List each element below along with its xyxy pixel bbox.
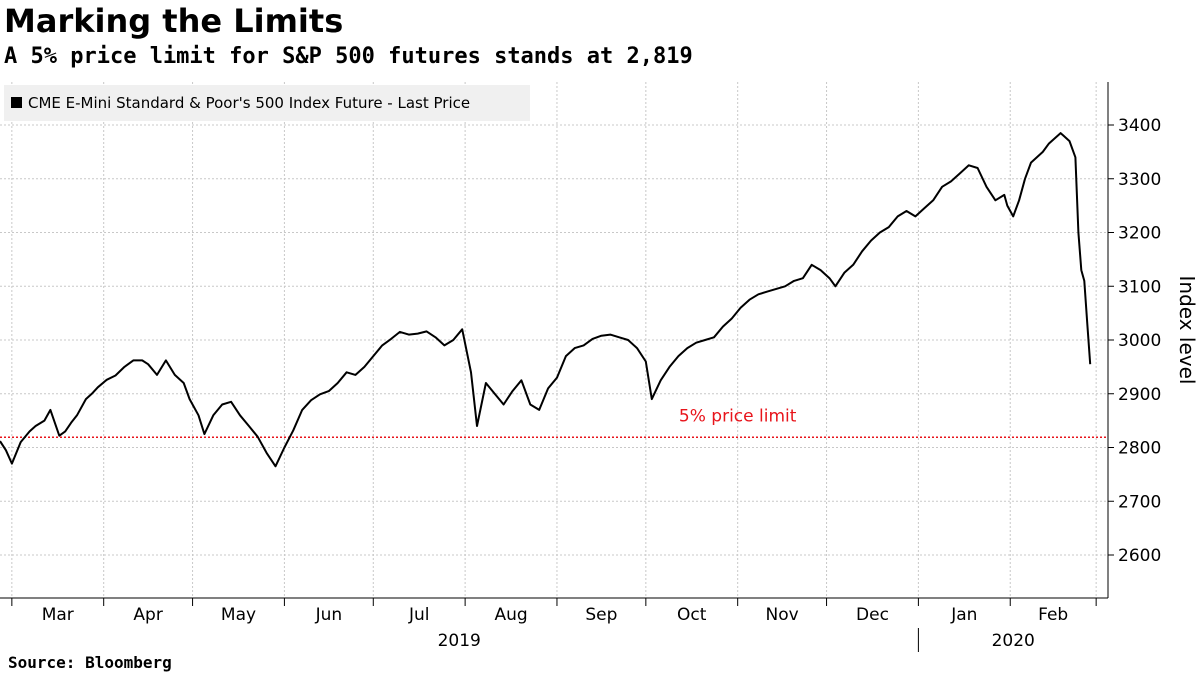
price-limit-label: 5% price limit (679, 406, 797, 426)
source-note: Source: Bloomberg (8, 653, 172, 672)
series-group (0, 132, 1092, 468)
x-tick-label: Dec (856, 605, 889, 625)
legend: CME E-Mini Standard & Poor's 500 Index F… (4, 85, 530, 121)
x-tick-label: May (221, 605, 256, 625)
chart-subtitle: A 5% price limit for S&P 500 futures sta… (4, 44, 693, 69)
x-tick-label: Nov (766, 605, 799, 625)
chart-title: Marking the Limits (4, 2, 344, 40)
legend-box (4, 85, 530, 121)
x-tick-label: Sep (585, 605, 617, 625)
x-tick-label: Jul (408, 605, 430, 625)
y-tick-label: 3100 (1118, 277, 1161, 297)
reference-line-group: 5% price limit (0, 406, 1108, 439)
grid (0, 82, 1108, 598)
y-tick-label: 3400 (1118, 116, 1161, 136)
year-label: 2020 (992, 631, 1035, 651)
axes: 2600 2700 2800 2900 3000 3100 3200 3300 3400 Mar A… (0, 82, 1199, 652)
y-tick-label: 2600 (1118, 546, 1161, 566)
y-tick-label: 2900 (1118, 385, 1161, 405)
y-tick-label: 2700 (1118, 492, 1161, 512)
series-line (0, 132, 1092, 468)
year-label: 2019 (438, 631, 481, 651)
x-tick-label: Feb (1038, 605, 1068, 625)
x-tick-label: Apr (133, 605, 162, 625)
x-tick-label: Jan (950, 605, 977, 625)
x-tick-label: Oct (677, 605, 707, 625)
y-tick-label: 3300 (1118, 170, 1161, 190)
y-tick-label: 3000 (1118, 331, 1161, 351)
y-tick-label: 2800 (1118, 439, 1161, 459)
x-tick-label: Jun (315, 605, 343, 625)
x-tick-label: Mar (42, 605, 74, 625)
y-tick-label: 3200 (1118, 224, 1161, 244)
x-tick-label: Aug (494, 605, 527, 625)
legend-swatch (11, 97, 22, 108)
legend-label: CME E-Mini Standard & Poor's 500 Index F… (28, 94, 470, 112)
y-axis-label: Index level (1175, 276, 1199, 385)
